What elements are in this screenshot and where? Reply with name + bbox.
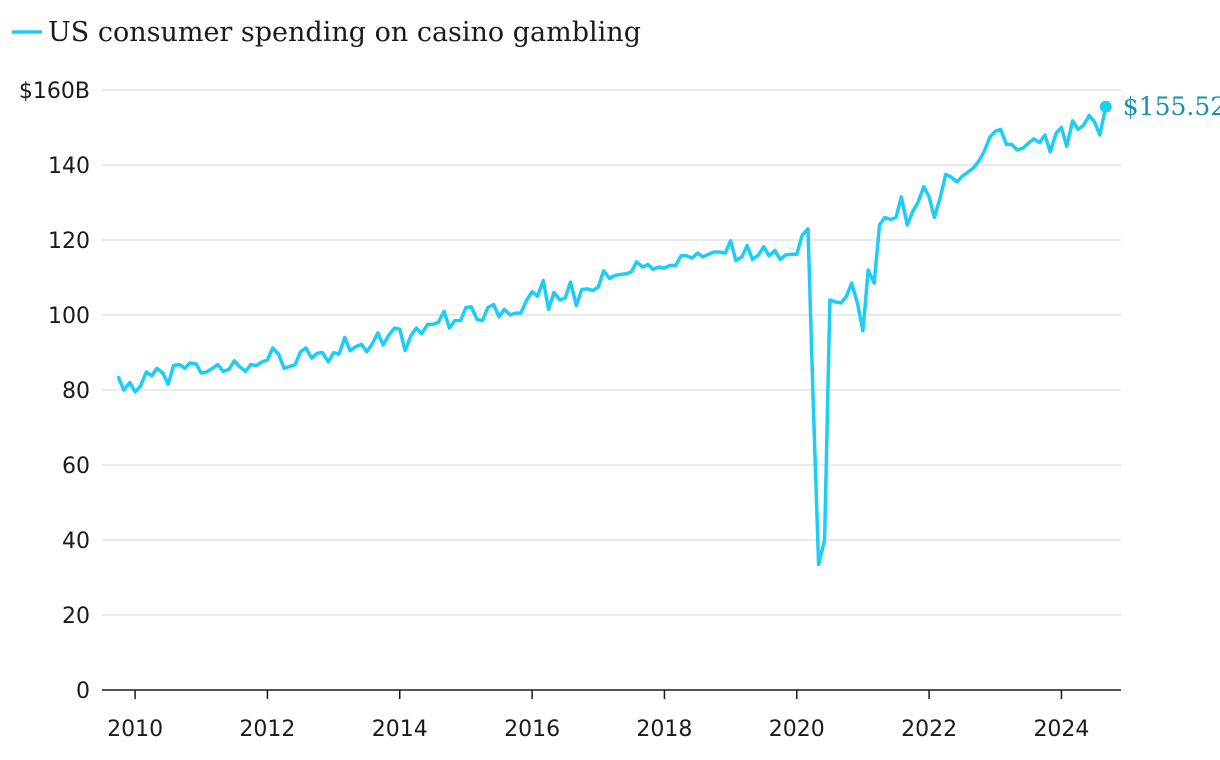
y-tick-label: 140 [48, 154, 90, 179]
series-line [116, 105, 1108, 567]
x-axis: 2010 2012 2014 2016 2018 2020 2022 2024 [102, 689, 1121, 742]
end-point-marker [1099, 100, 1112, 113]
end-annotation: $155.52 [1099, 92, 1220, 121]
y-tick-label: 120 [48, 229, 90, 254]
x-tick-label: 2010 [107, 717, 163, 742]
x-tick-label: 2020 [769, 717, 825, 742]
gridlines [102, 89, 1121, 616]
x-tick-label: 2014 [372, 717, 428, 742]
y-tick-label: $160B [19, 79, 90, 104]
series [116, 105, 1108, 567]
x-tick-label: 2018 [636, 717, 692, 742]
legend: US consumer spending on casino gambling [12, 17, 641, 48]
y-tick-label: 60 [62, 454, 90, 479]
y-tick-label: 100 [48, 304, 90, 329]
y-tick-label: 0 [76, 679, 90, 704]
legend-entry: US consumer spending on casino gambling [48, 17, 641, 48]
y-axis: 0 20 40 60 80 100 120 140 $160B [19, 79, 90, 704]
end-value-label: $155.52 [1123, 92, 1220, 121]
x-tick-label: 2016 [504, 717, 560, 742]
x-tick-label: 2024 [1033, 717, 1089, 742]
x-tick-label: 2012 [239, 717, 295, 742]
y-tick-label: 20 [62, 604, 90, 629]
y-tick-label: 80 [62, 379, 90, 404]
y-tick-label: 40 [62, 529, 90, 554]
x-tick-label: 2022 [901, 717, 957, 742]
